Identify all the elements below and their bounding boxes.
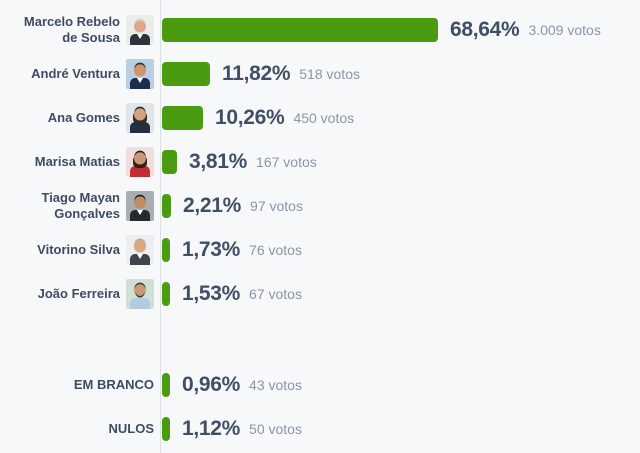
head [134, 240, 146, 253]
percentage-value: 2,21% [183, 194, 242, 217]
bar-column: 10,26% 450 votos [160, 106, 640, 130]
candidate-photo [126, 279, 154, 309]
result-row: João Ferreira 1,53% 67 votos [0, 272, 640, 316]
shirt [137, 254, 143, 259]
hair [134, 194, 146, 202]
percentage-value: 0,96% [182, 373, 241, 396]
candidate-name: Vitorino Silva [37, 242, 120, 258]
result-row: Ana Gomes 10,26% 450 votos [0, 96, 640, 140]
label-column: Vitorino Silva [0, 235, 160, 265]
votes-count: 43 votos [249, 377, 302, 393]
torso [130, 122, 150, 133]
result-row: André Ventura 11,82% 518 votos [0, 52, 640, 96]
hair [134, 282, 146, 290]
percentage-value: 10,26% [215, 106, 285, 129]
candidate-photo [126, 191, 154, 221]
votes-count: 76 votos [249, 242, 302, 258]
label-column: Marisa Matias [0, 147, 160, 177]
label-column: Marcelo Rebelo de Sousa [0, 14, 160, 45]
result-bar [162, 282, 170, 306]
candidate-name: João Ferreira [37, 286, 120, 302]
head [134, 64, 146, 77]
torso [130, 78, 150, 89]
result-bar [162, 194, 171, 218]
axis-line [160, 0, 161, 453]
result-bar [162, 18, 438, 42]
hair [134, 238, 146, 246]
votes-count: 97 votos [250, 198, 303, 214]
bar-column: 1,53% 67 votos [160, 282, 640, 306]
candidate-photo [126, 235, 154, 265]
bar-column: 0,96% 43 votos [160, 373, 640, 397]
torso [130, 298, 150, 309]
result-row: Marcelo Rebelo de Sousa 68,64% 3.009 votos [0, 8, 640, 52]
hair [134, 106, 146, 114]
bar-column: 68,64% 3.009 votos [160, 18, 640, 42]
bar-column: 3,81% 167 votos [160, 150, 640, 174]
votes-count: 167 votos [256, 154, 317, 170]
candidate-name: Marisa Matias [34, 154, 120, 170]
candidate-name: Marcelo Rebelo de Sousa [23, 14, 120, 45]
votes-count: 3.009 votos [528, 22, 601, 38]
candidate-name: André Ventura [31, 66, 120, 82]
label-column: Tiago Mayan Gonçalves [0, 190, 160, 221]
head [134, 196, 146, 209]
candidate-name: Ana Gomes [47, 110, 120, 126]
beard [135, 291, 145, 298]
bar-column: 1,12% 50 votos [160, 417, 640, 441]
head [134, 20, 146, 33]
percentage-value: 1,73% [182, 238, 241, 261]
percentage-value: 1,12% [182, 417, 241, 440]
result-bar [162, 106, 203, 130]
head [134, 108, 146, 121]
votes-count: 67 votos [249, 286, 302, 302]
bar-column: 11,82% 518 votos [160, 62, 640, 86]
candidate-photo [126, 15, 154, 45]
candidate-name: EM BRANCO [73, 377, 154, 393]
candidate-photo [126, 59, 154, 89]
votes-count: 450 votos [293, 110, 355, 126]
torso [130, 254, 150, 265]
label-column: João Ferreira [0, 279, 160, 309]
hair [134, 62, 146, 70]
result-row: Tiago Mayan Gonçalves 2,21% 97 votos [0, 184, 640, 228]
result-bar [162, 373, 170, 397]
result-bar [162, 417, 170, 441]
torso [130, 210, 150, 221]
result-row: Marisa Matias 3,81% 167 votos [0, 140, 640, 184]
votes-count: 518 votos [299, 66, 360, 82]
votes-count: 50 votos [249, 421, 302, 437]
percentage-value: 11,82% [222, 62, 291, 85]
result-row: NULOS 1,12% 50 votos [0, 407, 640, 451]
label-column: Ana Gomes [0, 103, 160, 133]
result-bar [162, 62, 210, 86]
head [134, 284, 146, 297]
shirt [137, 210, 143, 215]
percentage-value: 68,64% [450, 18, 520, 41]
head [134, 152, 146, 165]
percentage-value: 1,53% [182, 282, 241, 305]
candidate-name: NULOS [108, 421, 155, 437]
torso [130, 34, 150, 45]
candidate-photo [126, 103, 154, 133]
shirt [137, 78, 143, 83]
label-column: André Ventura [0, 59, 160, 89]
shirt [137, 34, 143, 39]
result-bar [162, 150, 177, 174]
chart-rows: Marcelo Rebelo de Sousa 68,64% 3.009 votos… [0, 8, 640, 451]
hair [134, 18, 146, 26]
torso [130, 166, 150, 177]
bar-column: 1,73% 76 votos [160, 238, 640, 262]
candidate-photo [126, 147, 154, 177]
result-row: EM BRANCO 0,96% 43 votos [0, 363, 640, 407]
label-column: NULOS [0, 421, 160, 437]
result-row: Vitorino Silva 1,73% 76 votos [0, 228, 640, 272]
candidate-name: Tiago Mayan Gonçalves [41, 190, 120, 221]
result-bar [162, 238, 170, 262]
percentage-value: 3,81% [189, 150, 248, 173]
label-column: EM BRANCO [0, 377, 160, 393]
bar-column: 2,21% 97 votos [160, 194, 640, 218]
hair [134, 150, 146, 158]
